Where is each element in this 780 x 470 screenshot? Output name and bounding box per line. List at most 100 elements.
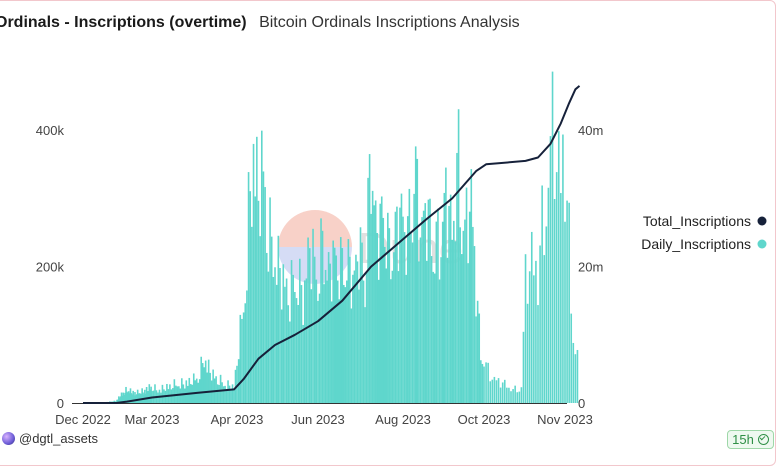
daily-inscriptions-bar (269, 197, 271, 403)
daily-inscriptions-bar (230, 390, 232, 403)
daily-inscriptions-bar (421, 217, 423, 403)
daily-inscriptions-bar (380, 196, 383, 403)
daily-inscriptions-bar (141, 388, 143, 403)
daily-inscriptions-bar (410, 233, 412, 403)
x-tick-label: Mar 2023 (125, 412, 180, 427)
daily-inscriptions-bar (203, 367, 205, 403)
daily-inscriptions-bar (344, 287, 347, 403)
daily-inscriptions-bar (129, 388, 132, 403)
daily-inscriptions-bar (265, 252, 268, 403)
x-tick-label: Aug 2023 (375, 412, 431, 427)
daily-inscriptions-bar (487, 362, 489, 403)
daily-inscriptions-bar (303, 280, 306, 403)
daily-inscriptions-bar (390, 279, 392, 403)
daily-inscriptions-bar (397, 271, 400, 403)
daily-inscriptions-bar (145, 387, 148, 403)
daily-inscriptions-bar (516, 392, 519, 403)
daily-inscriptions-bar (518, 391, 521, 403)
legend-label: Daily_Inscriptions (641, 236, 751, 252)
daily-inscriptions-bar (317, 300, 319, 403)
daily-inscriptions-bar (138, 393, 141, 403)
y-right-tick-label: 40m (578, 123, 603, 138)
daily-inscriptions-bar (237, 359, 240, 403)
daily-inscriptions-bar (185, 380, 188, 403)
daily-inscriptions-bar (365, 272, 368, 403)
y-left-tick-label: 400k (36, 123, 65, 138)
daily-inscriptions-bar (456, 152, 458, 403)
daily-inscriptions-bar (510, 391, 512, 403)
daily-inscriptions-bar (142, 392, 144, 403)
daily-inscriptions-bar (133, 395, 135, 403)
daily-inscriptions-bar (287, 305, 290, 403)
daily-inscriptions-bar (547, 187, 550, 403)
daily-inscriptions-bar (432, 271, 434, 403)
daily-inscriptions-bar (449, 194, 452, 403)
daily-inscriptions-bar (264, 187, 266, 403)
daily-inscriptions-bar (393, 252, 395, 403)
author-link[interactable]: @dgtl_assets (2, 431, 98, 446)
daily-inscriptions-bar (119, 396, 122, 403)
daily-inscriptions-bar (572, 342, 575, 403)
daily-inscriptions-bar (282, 264, 285, 403)
daily-inscriptions-bar (535, 260, 537, 403)
daily-inscriptions-bar (146, 391, 149, 403)
daily-inscriptions-bar (564, 221, 566, 403)
daily-inscriptions-bar (212, 369, 214, 403)
daily-inscriptions-bar (267, 271, 270, 403)
daily-inscriptions-bar (478, 313, 481, 403)
daily-inscriptions-bar (297, 304, 299, 403)
daily-inscriptions-bar (221, 382, 223, 403)
daily-inscriptions-bar (236, 365, 238, 403)
daily-inscriptions-bar (453, 220, 455, 403)
daily-inscriptions-bar (256, 136, 258, 404)
refresh-status-badge[interactable]: 15h (727, 430, 774, 449)
daily-inscriptions-bar (464, 219, 466, 403)
daily-inscriptions-bar (135, 394, 138, 403)
y-right-tick-label: 0 (578, 396, 585, 411)
daily-inscriptions-bar (562, 134, 564, 403)
daily-inscriptions-bar (408, 188, 411, 403)
daily-inscriptions-bar (388, 228, 391, 403)
chart-title: Ordinals - Inscriptions (overtime) (0, 14, 247, 31)
daily-inscriptions-bar (118, 397, 121, 403)
total-inscriptions-line (83, 85, 581, 404)
daily-inscriptions-bar (218, 385, 220, 403)
daily-inscriptions-bar (549, 136, 552, 403)
daily-inscriptions-bar (310, 289, 313, 403)
daily-inscriptions-bar (371, 190, 374, 403)
daily-inscriptions-bar (416, 158, 419, 403)
daily-inscriptions-bar (387, 212, 389, 403)
daily-inscriptions-bar (440, 257, 442, 403)
daily-inscriptions-bar (121, 395, 124, 403)
daily-inscriptions-bar (241, 318, 243, 403)
daily-inscriptions-bar (433, 273, 436, 403)
daily-inscriptions-bar (123, 394, 126, 403)
daily-inscriptions-bar (438, 279, 441, 403)
daily-inscriptions-bar (377, 279, 380, 403)
daily-inscriptions-bar (200, 356, 203, 403)
daily-inscriptions-bar (279, 268, 281, 403)
daily-inscriptions-bar (127, 392, 129, 403)
daily-inscriptions-bar (343, 284, 345, 403)
daily-inscriptions-bar (161, 384, 164, 403)
daily-inscriptions-bar (324, 269, 327, 403)
daily-inscriptions-bar (402, 216, 404, 403)
daily-inscriptions-bar (379, 203, 382, 403)
daily-inscriptions-bar (201, 363, 204, 403)
daily-inscriptions-bar (305, 278, 308, 403)
daily-inscriptions-bar (292, 274, 295, 403)
daily-inscriptions-bar (295, 298, 298, 403)
x-tick-label: Nov 2023 (537, 412, 593, 427)
daily-inscriptions-bar (277, 235, 280, 403)
y-left-tick-label: 0 (57, 396, 64, 411)
daily-inscriptions-bar (414, 146, 417, 404)
daily-inscriptions-bar (520, 387, 523, 403)
daily-inscriptions-bar (154, 384, 156, 403)
daily-inscriptions-bar (476, 300, 479, 403)
daily-inscriptions-bar (132, 390, 134, 403)
daily-inscriptions-bar (424, 203, 427, 403)
daily-inscriptions-bar (336, 280, 339, 403)
x-tick-label: Oct 2023 (458, 412, 511, 427)
daily-inscriptions-bar (403, 232, 406, 403)
